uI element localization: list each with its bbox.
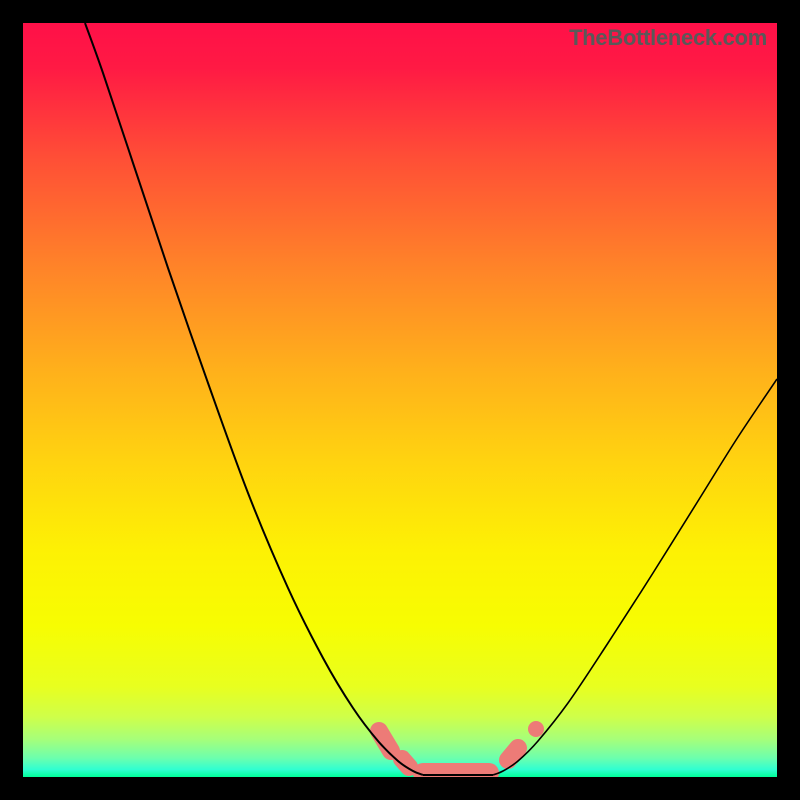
chart-frame: TheBottleneck.com xyxy=(0,0,800,800)
plot-area: TheBottleneck.com xyxy=(23,23,777,777)
watermark-text: TheBottleneck.com xyxy=(569,25,767,51)
chart-svg xyxy=(23,23,777,777)
chart-background xyxy=(23,23,777,777)
marker-capsule xyxy=(508,748,518,760)
marker-dot xyxy=(528,721,544,737)
